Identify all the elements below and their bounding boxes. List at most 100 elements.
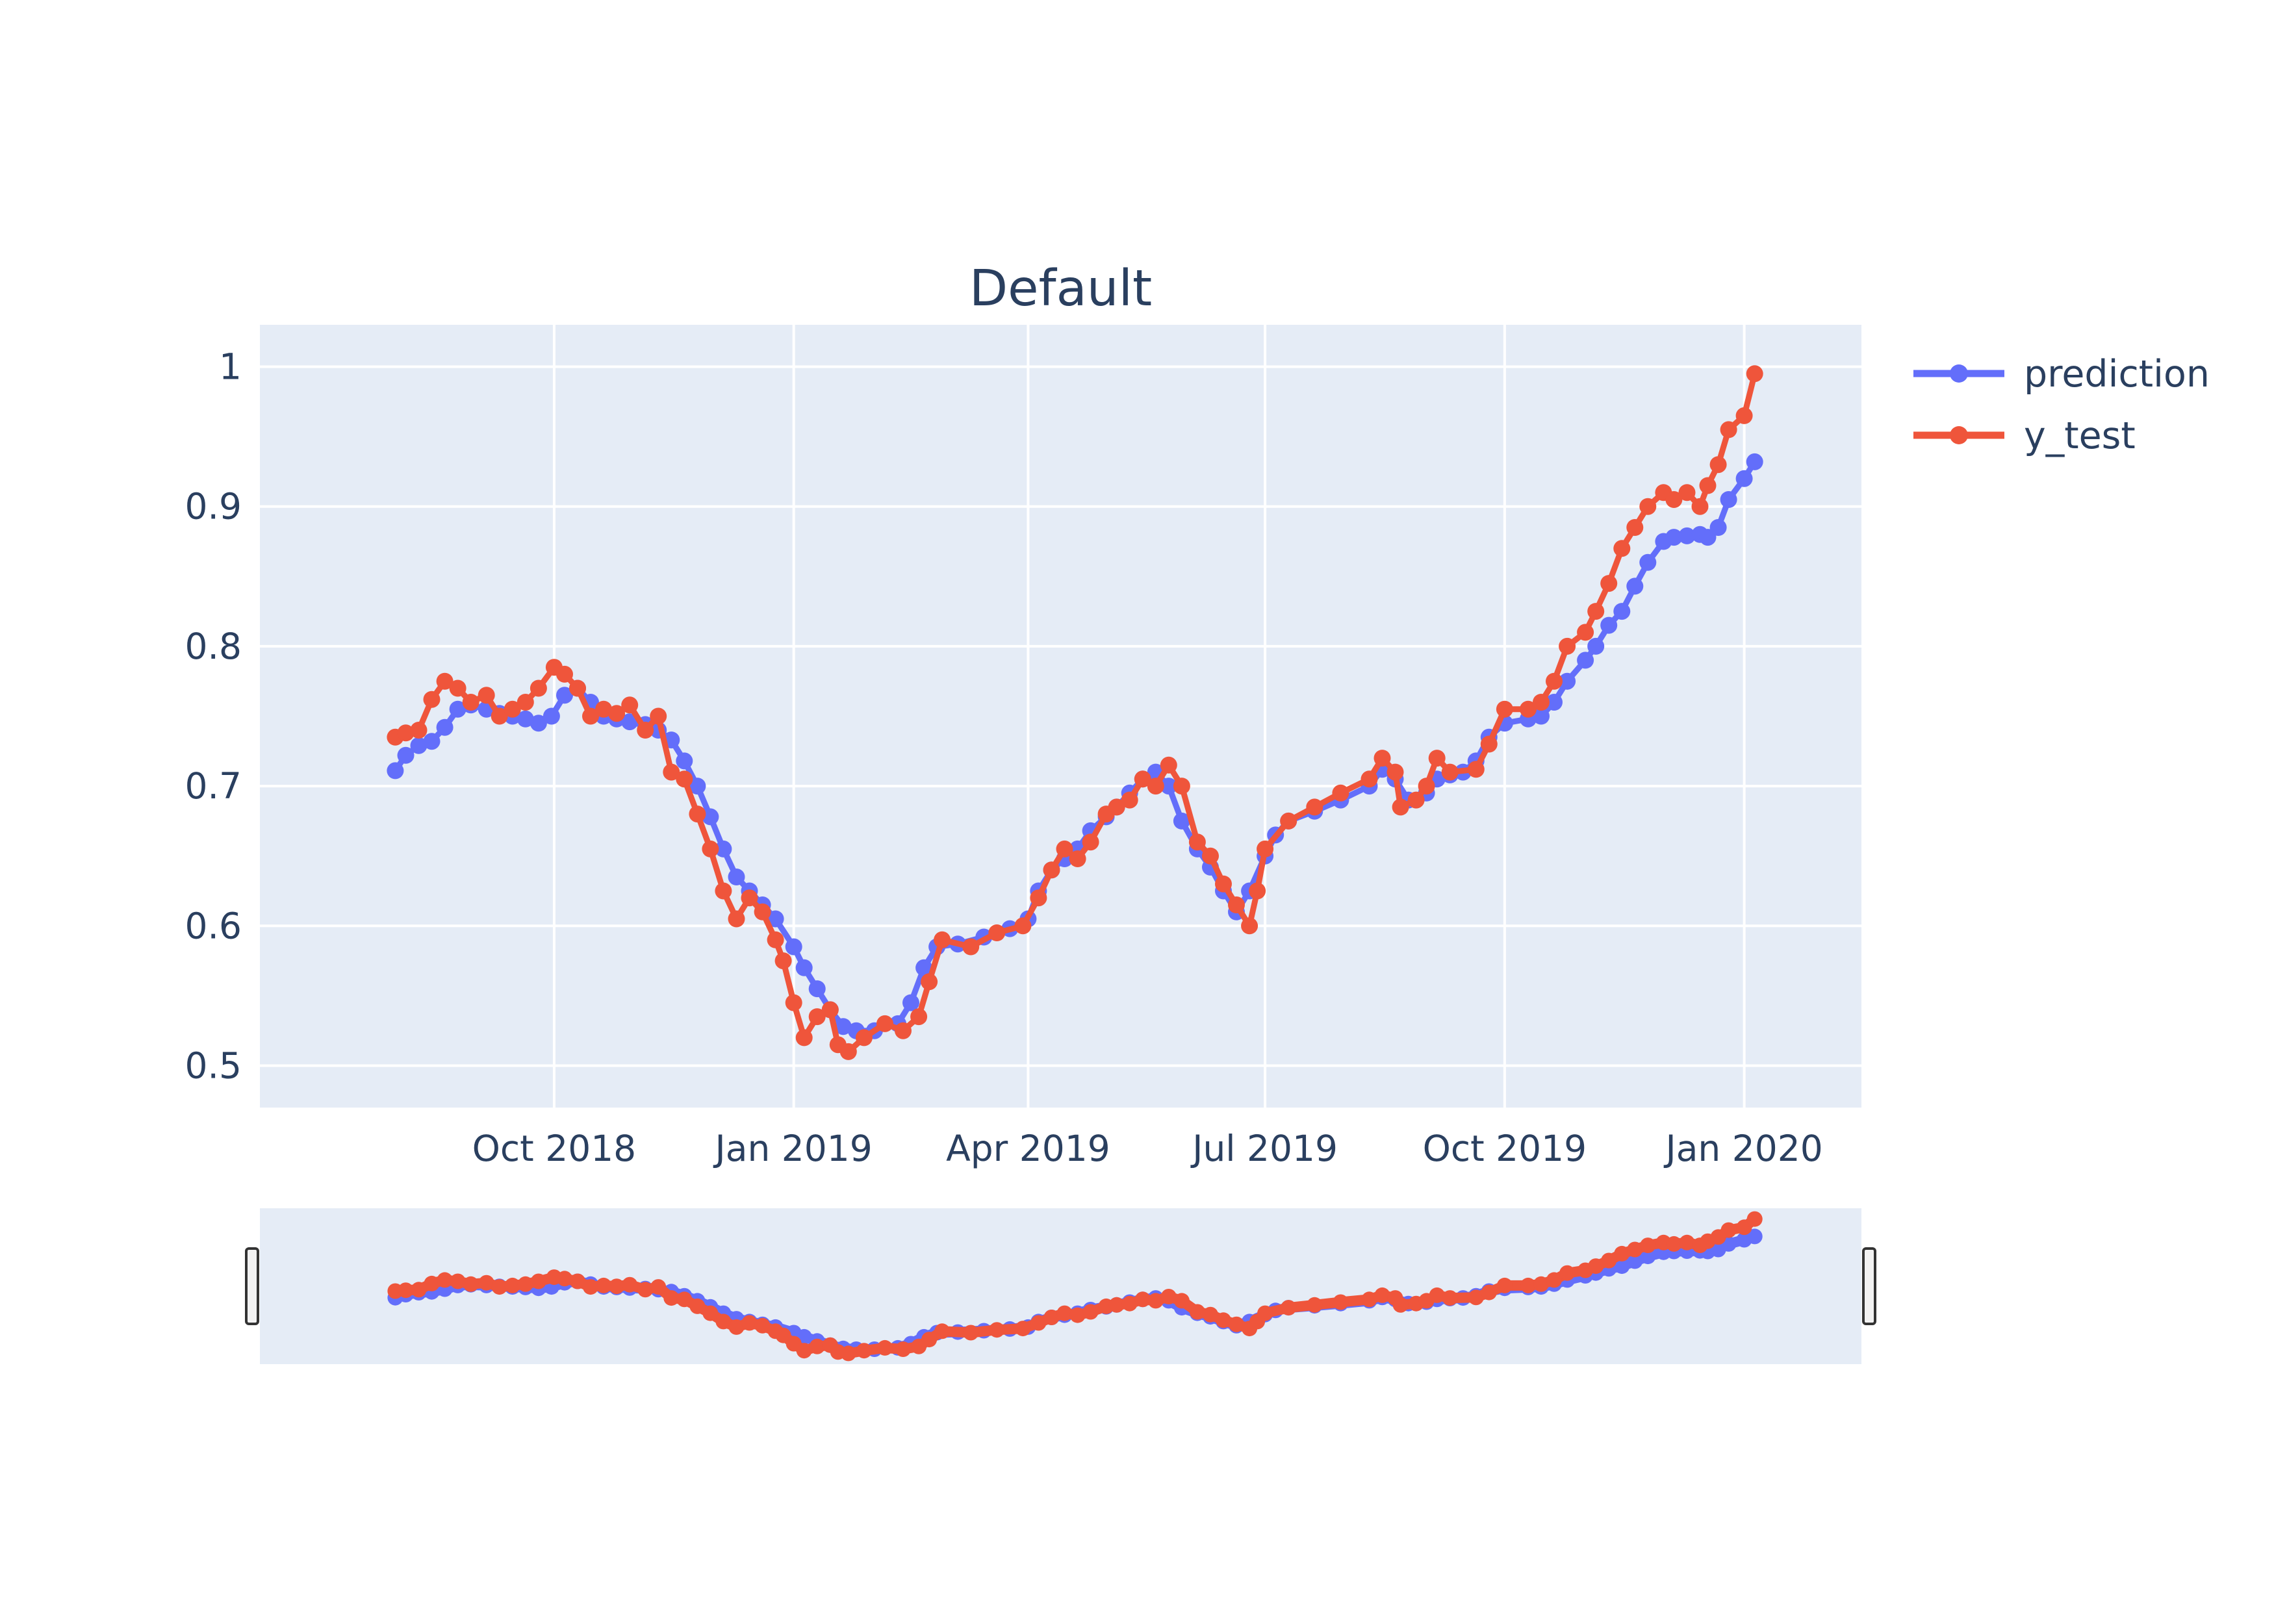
data-point-y_test[interactable] [397,724,415,742]
data-point-prediction[interactable] [834,1018,852,1035]
data-point-prediction[interactable] [1577,652,1594,669]
range-slider-handles[interactable] [245,1247,1876,1325]
data-point-y_test[interactable] [1257,840,1274,857]
data-point-y_test[interactable] [689,806,706,823]
data-point-y_test[interactable] [1735,407,1753,424]
data-point-y_test[interactable] [821,1001,839,1019]
data-point-y_test[interactable] [808,1008,826,1026]
data-point-y_test[interactable] [1587,603,1605,620]
data-point-prediction[interactable] [1160,778,1177,795]
data-point-prediction[interactable] [543,707,560,725]
data-point-prediction[interactable] [1720,491,1737,508]
data-point-y_test[interactable] [728,910,745,928]
data-point-y_test[interactable] [1249,882,1266,900]
data-point-y_test[interactable] [1056,840,1073,857]
data-point-y_test[interactable] [702,840,719,857]
data-point-y_test[interactable] [1392,798,1409,816]
data-point-prediction[interactable] [436,718,454,736]
data-point-prediction[interactable] [449,700,466,718]
data-point-y_test[interactable] [921,973,938,991]
data-point-y_test[interactable] [1228,896,1245,913]
data-point-y_test[interactable] [410,722,428,739]
data-point-y_test[interactable] [530,679,547,697]
range-slider-right-handle[interactable] [1862,1247,1876,1325]
data-point-y_test[interactable] [517,694,534,711]
data-point-y_test[interactable] [988,924,1006,941]
data-point-y_test[interactable] [910,1008,928,1026]
data-point-prediction[interactable] [728,869,745,885]
data-point-y_test[interactable] [1108,798,1125,816]
data-point-y_test[interactable] [569,679,586,697]
data-point-y_test[interactable] [839,1043,857,1060]
data-point-prediction[interactable] [795,959,813,976]
range-slider-left-handle[interactable] [245,1247,259,1325]
data-point-y_test[interactable] [1559,637,1576,655]
data-point-prediction[interactable] [423,733,441,750]
data-point-y_test[interactable] [436,672,454,690]
data-point-y_test[interactable] [1069,850,1086,867]
data-point-y_test[interactable] [1160,756,1177,774]
data-point-y_test[interactable] [876,1015,893,1032]
data-point-y_test[interactable] [1600,575,1618,592]
data-point-y_test[interactable] [1665,491,1683,508]
data-point-y_test[interactable] [1386,763,1404,781]
data-point-y_test[interactable] [1626,519,1644,536]
data-point-y_test[interactable] [1746,365,1763,383]
data-point-y_test[interactable] [1546,672,1563,690]
data-point-y_test[interactable] [785,994,802,1011]
data-point-y_test[interactable] [895,1022,912,1039]
data-point-prediction[interactable] [410,737,428,754]
data-point-y_test[interactable] [1533,694,1550,711]
data-point-y_test[interactable] [1699,477,1717,494]
data-point-y_test[interactable] [1520,700,1537,718]
data-point-prediction[interactable] [1626,577,1644,595]
data-point-prediction[interactable] [1587,637,1605,655]
data-point-y_test[interactable] [1467,761,1485,778]
data-point-prediction[interactable] [1709,519,1727,536]
data-point-y_test[interactable] [1202,847,1219,865]
data-point-y_test[interactable] [1613,540,1631,557]
data-point-y_test[interactable] [774,952,792,970]
data-point-y_test[interactable] [1082,833,1099,851]
data-point-prediction[interactable] [715,840,732,857]
data-point-y_test[interactable] [1441,763,1459,781]
data-point-y_test[interactable] [1043,861,1060,879]
data-point-y_test[interactable] [1147,778,1164,795]
data-point-y_test[interactable] [556,665,573,683]
data-point-y_test[interactable] [1215,875,1232,893]
data-point-y_test[interactable] [1577,624,1594,641]
data-point-y_test[interactable] [462,694,479,711]
data-point-prediction[interactable] [1600,616,1618,634]
data-point-y_test[interactable] [1418,778,1435,795]
data-point-prediction[interactable] [915,959,933,976]
data-point-y_test[interactable] [1361,770,1378,788]
data-point-y_test[interactable] [1678,484,1696,501]
data-point-prediction[interactable] [785,938,802,956]
data-point-y_test[interactable] [1496,700,1513,718]
data-point-y_test[interactable] [491,707,508,725]
data-point-y_test[interactable] [621,696,639,714]
data-point-y_test[interactable] [504,700,521,718]
data-point-y_test[interactable] [1173,778,1190,795]
data-point-y_test[interactable] [1134,770,1151,788]
data-point-prediction[interactable] [1735,470,1753,487]
legend-item-y_test[interactable]: y_test [1913,414,2136,457]
data-point-prediction[interactable] [556,687,573,704]
data-point-y_test[interactable] [637,722,654,739]
data-point-prediction[interactable] [517,710,534,728]
data-point-y_test[interactable] [1030,889,1047,907]
data-point-y_test[interactable] [741,889,758,907]
data-point-y_test[interactable] [1280,812,1297,830]
data-point-prediction[interactable] [1746,453,1763,470]
data-point-prediction[interactable] [1533,707,1550,725]
data-point-prediction[interactable] [1173,812,1190,830]
data-point-y_test[interactable] [767,931,784,948]
data-point-prediction[interactable] [1613,603,1631,620]
data-point-prediction[interactable] [1559,672,1576,690]
data-point-y_test[interactable] [1121,791,1138,809]
data-point-y_test[interactable] [855,1029,873,1047]
data-point-prediction[interactable] [387,762,404,780]
data-point-y_test[interactable] [1720,421,1737,438]
data-point-y_test[interactable] [1188,833,1206,851]
data-point-prediction[interactable] [1678,527,1696,544]
